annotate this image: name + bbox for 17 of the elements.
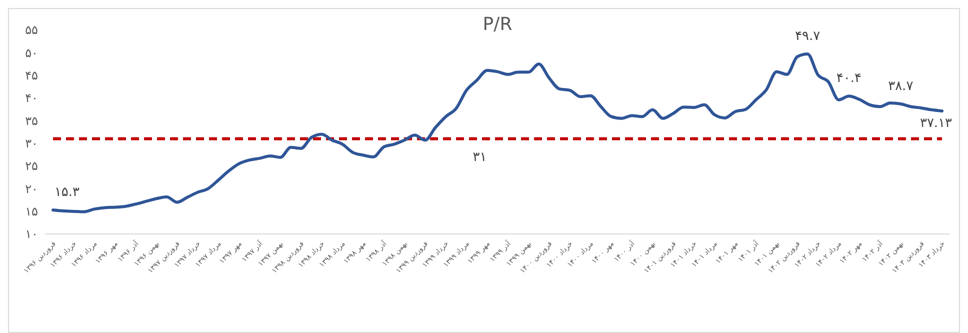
data-label: ۳۸.۷ (888, 78, 914, 94)
y-tick-label: ۱۵ (25, 204, 38, 219)
data-label: ۱۵.۳ (54, 184, 80, 200)
data-label: ۴۰.۴ (836, 71, 862, 86)
data-label: ۴۹.۷ (795, 29, 820, 44)
y-tick-label: ۵۰ (25, 46, 38, 60)
ref-line-label: ۳۱ (472, 150, 487, 165)
y-tick-label: ۴۰ (25, 91, 38, 106)
chart-title: P/R (482, 14, 512, 35)
y-tick-label: ۲۵ (25, 159, 38, 174)
y-tick-label: ۳۰ (25, 136, 38, 151)
y-tick-label: ۴۵ (25, 68, 38, 83)
y-tick-label: ۱۰ (25, 227, 38, 242)
y-tick-label: ۵۵ (25, 23, 38, 38)
y-tick-label: ۳۵ (25, 114, 38, 128)
y-tick-label: ۲۰ (25, 182, 38, 196)
data-label: ۳۷.۱۳ (920, 116, 952, 132)
